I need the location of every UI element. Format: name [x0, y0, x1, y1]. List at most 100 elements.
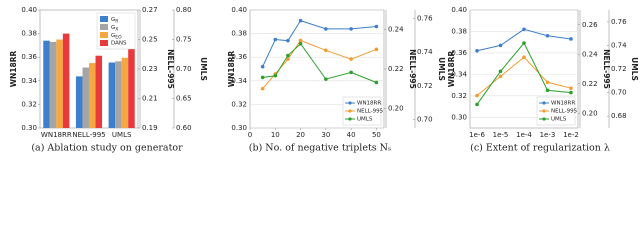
y-tick-label: 0.32: [451, 92, 467, 100]
marker: [349, 27, 353, 31]
y3-tick-label: 0.70: [417, 116, 433, 124]
marker: [498, 43, 503, 48]
legend-marker: [348, 101, 352, 105]
y2-tick-label: 0.20: [582, 109, 598, 117]
x-tick-label: UMLS: [112, 131, 132, 139]
legend-label: UMLS: [551, 117, 567, 123]
x-tick-label: 10: [271, 131, 280, 139]
bar: [75, 76, 83, 128]
marker: [286, 53, 290, 58]
marker: [273, 73, 278, 78]
legend-label-sub: R: [115, 18, 118, 24]
y2-tick-label: 0.26: [582, 21, 598, 29]
x-tick-label: WN18RR: [41, 131, 72, 139]
bar: [43, 40, 50, 128]
legend-label: GR: [111, 17, 118, 25]
y-tick-label: 0.30: [231, 124, 247, 132]
marker: [260, 64, 265, 69]
bar: [128, 47, 135, 128]
marker: [545, 80, 550, 85]
y2-tick-label: 0.27: [142, 6, 158, 14]
marker: [286, 38, 290, 43]
y-tick-label: 0.38: [21, 30, 37, 38]
y-tick-label: 0.40: [21, 6, 37, 14]
y-tick-label: 0.34: [21, 77, 37, 85]
marker: [349, 57, 353, 61]
y2-tick-label: 0.22: [388, 65, 404, 73]
bar: [115, 61, 122, 128]
legend-label-main: G: [111, 17, 115, 23]
legend-swatch: [100, 32, 108, 38]
y3-tick-label: 0.80: [176, 6, 192, 14]
y2-tick-label: 0.22: [582, 80, 598, 88]
y3-tick-label: 0.76: [611, 18, 627, 26]
y2-tick-label: 0.24: [582, 50, 598, 58]
legend-label: GEO: [111, 33, 122, 41]
bar: [121, 57, 129, 128]
y3-tick-label: 0.74: [611, 41, 627, 49]
x-tick-label: 1e-3: [540, 131, 556, 139]
y-tick-label: 0.32: [231, 100, 247, 108]
bar: [82, 67, 89, 128]
marker: [260, 75, 265, 80]
y-tick-label: 0.36: [231, 53, 247, 61]
bar: [89, 63, 96, 128]
caption: (a) Ablation study on generator: [31, 143, 183, 154]
legend-marker: [542, 101, 546, 105]
y3-tick-label: 0.72: [417, 82, 433, 90]
y2-axis-label: NELL-995: [408, 49, 417, 89]
marker: [545, 33, 550, 38]
y3-axis-label: UMLS: [437, 57, 446, 81]
y2-tick-label: 0.24: [388, 26, 404, 34]
x-tick-label: 1e-2: [563, 131, 579, 139]
legend-label-main: G: [111, 33, 115, 39]
legend-marker: [542, 109, 546, 113]
marker: [349, 70, 353, 75]
legend-label: UMLS: [357, 117, 373, 123]
marker: [522, 27, 526, 32]
y3-tick-label: 0.76: [417, 14, 433, 22]
x-tick-label: 40: [347, 131, 356, 139]
x-tick-label: NELL-995: [72, 131, 105, 139]
y-tick-label: 0.30: [451, 113, 467, 121]
y-axis-label: WN18RR: [9, 51, 18, 88]
y-tick-label: 0.36: [21, 53, 37, 61]
y2-axis-label: NELL-995: [602, 49, 611, 89]
marker: [569, 37, 573, 41]
legend-marker: [348, 109, 352, 113]
bar: [56, 39, 63, 128]
marker: [298, 18, 303, 23]
y-axis-label: WN18RR: [227, 51, 236, 88]
y-tick-label: 0.40: [451, 6, 467, 14]
legend-label-main: G: [111, 25, 115, 31]
marker: [569, 86, 573, 90]
series-line: [476, 56, 572, 96]
legend-label: WN18RR: [551, 101, 575, 107]
marker: [273, 37, 278, 42]
legend-marker: [348, 117, 352, 121]
marker: [522, 55, 526, 59]
series-line: [262, 42, 377, 83]
marker: [298, 41, 303, 46]
marker: [324, 48, 328, 53]
caption: (b) No. of negative triplets Nₛ: [249, 143, 391, 154]
marker: [324, 27, 328, 31]
marker: [374, 80, 379, 85]
marker: [475, 48, 479, 53]
series-line: [476, 28, 572, 52]
y-tick-label: 0.38: [231, 30, 247, 38]
legend-swatch: [100, 16, 108, 22]
legend-label: NELL-995: [551, 109, 578, 115]
marker: [522, 41, 526, 45]
legend-swatch: [100, 40, 108, 46]
y-tick-label: 0.40: [231, 6, 247, 14]
x-tick-label: 1e-6: [469, 131, 485, 139]
y-tick-label: 0.36: [451, 49, 467, 57]
y2-tick-label: 0.21: [142, 95, 158, 103]
legend-label: NELL-995: [357, 109, 384, 115]
y2-tick-label: 0.20: [388, 104, 404, 112]
y3-tick-label: 0.70: [176, 65, 192, 73]
y2-axis-label: NELL-995: [166, 49, 175, 89]
bar: [95, 55, 103, 128]
y-axis-label: WN18RR: [447, 51, 456, 88]
